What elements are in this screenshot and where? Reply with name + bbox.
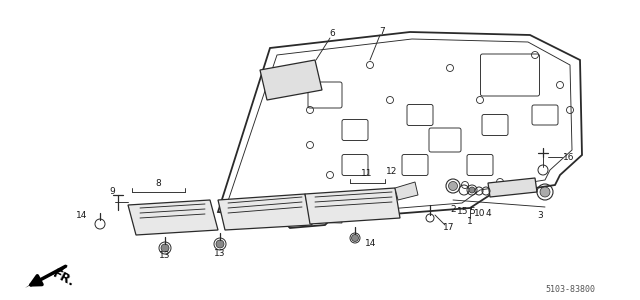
Text: FR.: FR. <box>50 267 77 289</box>
Text: 15: 15 <box>457 206 468 215</box>
Text: 13: 13 <box>159 251 171 260</box>
Text: 16: 16 <box>563 152 575 161</box>
Text: 4: 4 <box>485 208 491 217</box>
Polygon shape <box>25 265 68 288</box>
Circle shape <box>216 240 224 248</box>
Text: 13: 13 <box>214 248 226 257</box>
Text: 10: 10 <box>474 208 486 217</box>
Text: 1: 1 <box>467 218 473 226</box>
Polygon shape <box>260 60 322 100</box>
Text: 17: 17 <box>444 224 455 232</box>
Text: 11: 11 <box>361 169 372 178</box>
Circle shape <box>351 235 358 242</box>
Circle shape <box>540 187 550 197</box>
Circle shape <box>449 182 458 190</box>
Text: 8: 8 <box>155 178 161 188</box>
Text: 6: 6 <box>329 29 335 38</box>
Polygon shape <box>305 188 400 224</box>
Text: 3: 3 <box>537 211 543 220</box>
Polygon shape <box>128 200 218 235</box>
Polygon shape <box>395 182 418 200</box>
Text: 14: 14 <box>365 238 376 247</box>
Text: 9: 9 <box>109 188 115 196</box>
Text: 12: 12 <box>387 167 397 176</box>
Text: 14: 14 <box>76 211 87 220</box>
Text: 5: 5 <box>469 208 475 217</box>
Text: 7: 7 <box>379 26 385 35</box>
Text: 5103-83800: 5103-83800 <box>545 286 595 295</box>
Circle shape <box>469 187 475 193</box>
Polygon shape <box>488 178 537 197</box>
Circle shape <box>161 244 169 252</box>
Polygon shape <box>218 194 312 230</box>
Text: 2: 2 <box>450 206 456 214</box>
